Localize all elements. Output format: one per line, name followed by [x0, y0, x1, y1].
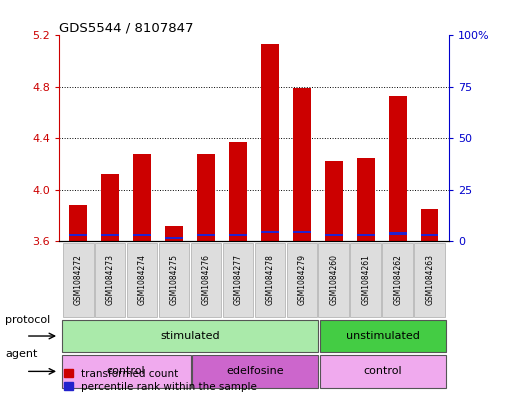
- Bar: [102, 174, 119, 241]
- FancyBboxPatch shape: [63, 243, 93, 317]
- Text: GSM1084278: GSM1084278: [265, 254, 274, 305]
- Bar: [69, 205, 87, 241]
- Text: GSM1084277: GSM1084277: [233, 254, 243, 305]
- Text: protocol: protocol: [5, 315, 50, 325]
- Text: GSM1084276: GSM1084276: [202, 254, 210, 305]
- Bar: [293, 231, 311, 233]
- Text: GSM1084262: GSM1084262: [393, 254, 402, 305]
- FancyBboxPatch shape: [62, 320, 319, 352]
- Bar: [325, 162, 343, 241]
- Bar: [69, 234, 87, 236]
- FancyBboxPatch shape: [320, 320, 446, 352]
- Text: GSM1084279: GSM1084279: [298, 254, 306, 305]
- Bar: [325, 234, 343, 236]
- Bar: [165, 226, 183, 241]
- Text: GSM1084275: GSM1084275: [169, 254, 179, 305]
- Bar: [389, 96, 406, 241]
- Text: control: control: [107, 366, 145, 376]
- FancyBboxPatch shape: [191, 243, 221, 317]
- Text: edelfosine: edelfosine: [226, 366, 284, 376]
- FancyBboxPatch shape: [95, 243, 126, 317]
- Text: agent: agent: [5, 349, 37, 359]
- FancyBboxPatch shape: [320, 355, 446, 387]
- Text: control: control: [364, 366, 402, 376]
- FancyBboxPatch shape: [382, 243, 413, 317]
- Bar: [357, 234, 374, 236]
- FancyBboxPatch shape: [350, 243, 381, 317]
- FancyBboxPatch shape: [223, 243, 253, 317]
- FancyBboxPatch shape: [159, 243, 189, 317]
- Legend: transformed count, percentile rank within the sample: transformed count, percentile rank withi…: [64, 369, 256, 392]
- Bar: [133, 234, 151, 236]
- FancyBboxPatch shape: [62, 355, 191, 387]
- Bar: [229, 142, 247, 241]
- Bar: [165, 237, 183, 239]
- Bar: [293, 88, 311, 241]
- FancyBboxPatch shape: [127, 243, 157, 317]
- Bar: [133, 154, 151, 241]
- FancyBboxPatch shape: [192, 355, 319, 387]
- Text: GSM1084260: GSM1084260: [329, 254, 339, 305]
- FancyBboxPatch shape: [287, 243, 317, 317]
- Bar: [197, 154, 215, 241]
- Text: unstimulated: unstimulated: [346, 331, 420, 341]
- Bar: [421, 209, 439, 241]
- Text: GSM1084273: GSM1084273: [106, 254, 114, 305]
- Bar: [197, 234, 215, 236]
- Text: GDS5544 / 8107847: GDS5544 / 8107847: [59, 21, 193, 34]
- Text: stimulated: stimulated: [160, 331, 220, 341]
- Bar: [261, 231, 279, 233]
- Bar: [229, 234, 247, 236]
- Text: GSM1084261: GSM1084261: [361, 254, 370, 305]
- Text: GSM1084263: GSM1084263: [425, 254, 434, 305]
- FancyBboxPatch shape: [254, 243, 285, 317]
- Text: GSM1084272: GSM1084272: [74, 254, 83, 305]
- Text: GSM1084274: GSM1084274: [137, 254, 147, 305]
- FancyBboxPatch shape: [319, 243, 349, 317]
- Bar: [357, 158, 374, 241]
- FancyBboxPatch shape: [415, 243, 445, 317]
- Bar: [102, 234, 119, 236]
- Bar: [389, 232, 406, 235]
- Bar: [261, 44, 279, 241]
- Bar: [421, 234, 439, 236]
